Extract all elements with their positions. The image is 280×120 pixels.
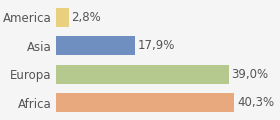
Bar [56, 93, 234, 112]
Bar [56, 36, 136, 55]
Text: 2,8%: 2,8% [71, 11, 101, 24]
Text: 40,3%: 40,3% [237, 96, 274, 109]
Bar [56, 65, 229, 84]
Text: 17,9%: 17,9% [138, 39, 176, 52]
Bar [56, 8, 69, 27]
Text: 39,0%: 39,0% [231, 68, 269, 81]
